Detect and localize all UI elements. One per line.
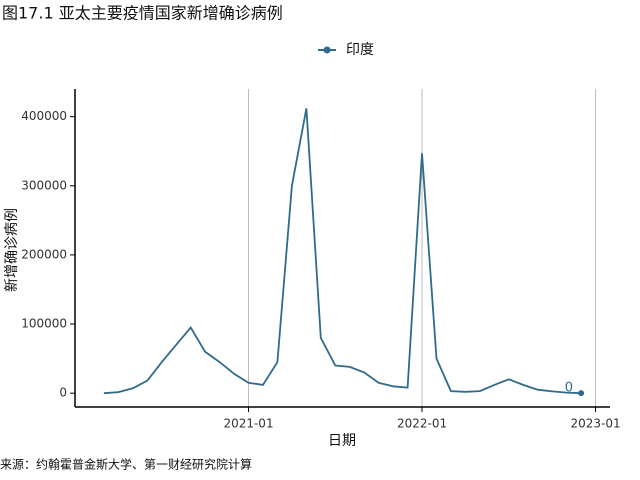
legend-label: 印度 bbox=[346, 42, 374, 58]
end-point bbox=[578, 390, 585, 397]
x-tick-label: 2021-01 bbox=[223, 417, 273, 431]
legend-marker bbox=[323, 46, 331, 54]
data-label: 0 bbox=[565, 381, 573, 396]
chart-title: 图17.1 亚太主要疫情国家新增确诊病例 bbox=[2, 4, 283, 23]
y-tick-label: 300000 bbox=[21, 178, 67, 192]
y-tick-label: 400000 bbox=[21, 109, 67, 123]
x-tick-label: 2022-01 bbox=[397, 417, 447, 431]
x-axis-title: 日期 bbox=[328, 433, 356, 449]
source: 来源：约翰霍普金斯大学、第一财经研究院计算 bbox=[0, 457, 252, 472]
y-axis-title: 新增确诊病例 bbox=[4, 208, 20, 292]
x-tick-label: 2023-01 bbox=[570, 417, 620, 431]
y-tick-label: 200000 bbox=[21, 247, 67, 261]
y-tick-label: 0 bbox=[59, 386, 67, 400]
line bbox=[103, 108, 582, 395]
y-tick-label: 100000 bbox=[21, 317, 67, 331]
